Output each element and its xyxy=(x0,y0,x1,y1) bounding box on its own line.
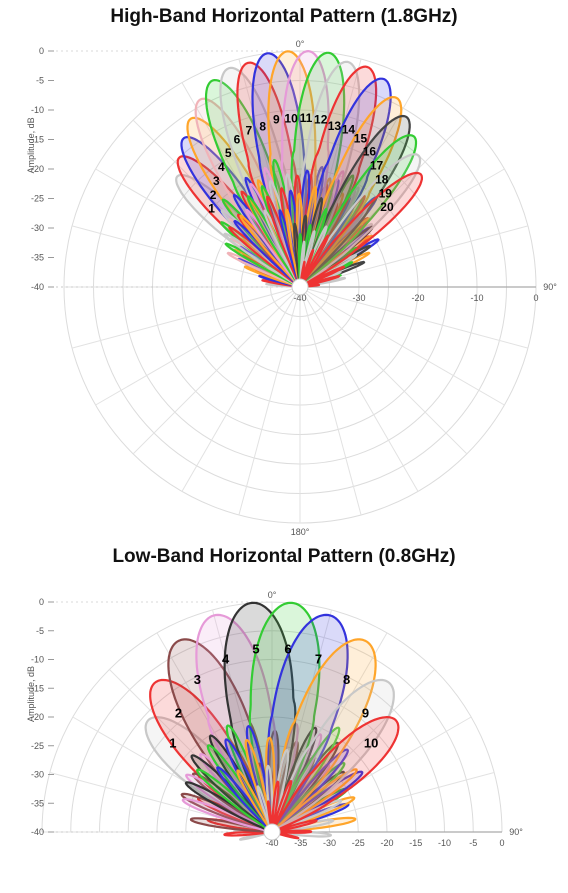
beam-label-18: 18 xyxy=(375,172,389,186)
horizontal-tick-label: 0 xyxy=(499,838,504,848)
beam-label-7: 7 xyxy=(315,652,322,667)
radial-tick-label: -30 xyxy=(31,770,44,780)
horizontal-tick-label: -15 xyxy=(409,838,422,848)
horizontal-tick-label: -30 xyxy=(323,838,336,848)
beam-4 xyxy=(181,613,331,834)
beam-label-3: 3 xyxy=(194,672,201,687)
grid-spoke xyxy=(299,286,419,492)
angle-label-180: 180° xyxy=(291,527,310,537)
beam-label-20: 20 xyxy=(380,200,394,214)
beam-label-8: 8 xyxy=(259,120,266,134)
radial-tick-label: -25 xyxy=(31,194,44,204)
beam-label-3: 3 xyxy=(213,174,220,188)
horizontal-tick-label: -5 xyxy=(469,838,477,848)
radial-tick-label: -10 xyxy=(31,655,44,665)
radial-tick-label: -15 xyxy=(31,135,44,145)
radial-tick-label: -35 xyxy=(31,798,44,808)
radial-tick-label: -20 xyxy=(31,712,44,722)
radial-tick-label: -5 xyxy=(36,76,44,86)
high-band-chart-title: High-Band Horizontal Pattern (1.8GHz) xyxy=(110,6,458,27)
radial-tick-label: 0 xyxy=(39,46,44,56)
angle-label-90: 90° xyxy=(509,827,523,837)
horizontal-tick-label: 0 xyxy=(533,293,538,303)
beam-label-7: 7 xyxy=(245,123,252,137)
beam-label-12: 12 xyxy=(314,112,328,126)
beam-label-9: 9 xyxy=(273,113,280,127)
beam-label-1: 1 xyxy=(208,201,215,215)
grid-spoke xyxy=(299,286,468,455)
radial-tick-label: -15 xyxy=(31,683,44,693)
beam-series-group xyxy=(175,50,423,289)
grid-spoke xyxy=(181,286,301,492)
beam-label-4: 4 xyxy=(218,160,225,174)
horizontal-tick-label: -10 xyxy=(470,293,483,303)
beam-label-14: 14 xyxy=(342,123,356,137)
beam-label-16: 16 xyxy=(363,145,377,159)
beam-label-15: 15 xyxy=(354,131,368,145)
beam-3 xyxy=(167,638,316,834)
polar-hub xyxy=(291,278,309,296)
y-axis-label: Amplitude, dB xyxy=(26,666,36,722)
y-axis-label: Amplitude, dB xyxy=(26,117,36,173)
beam-label-13: 13 xyxy=(328,119,342,133)
beam-label-17: 17 xyxy=(370,159,384,173)
grid-spoke xyxy=(71,286,301,349)
beam-label-1: 1 xyxy=(169,736,176,751)
grid-spoke xyxy=(238,286,301,516)
radial-tick-label: -35 xyxy=(31,253,44,263)
beam-5 xyxy=(184,601,346,834)
angle-label-0: 0° xyxy=(296,39,305,49)
low-band-chart-title: Low-Band Horizontal Pattern (0.8GHz) xyxy=(112,546,456,567)
beam-label-4: 4 xyxy=(222,652,230,667)
grid-spoke xyxy=(132,286,301,455)
horizontal-tick-label: -25 xyxy=(352,838,365,848)
radial-tick-label: -25 xyxy=(31,741,44,751)
radial-tick-label: 0 xyxy=(39,597,44,607)
grid-spoke xyxy=(299,286,362,516)
radial-tick-label: -30 xyxy=(31,223,44,233)
horizontal-tick-label: -35 xyxy=(294,838,307,848)
radial-tick-label: -5 xyxy=(36,626,44,636)
beam-label-5: 5 xyxy=(252,642,259,657)
horizontal-tick-label: -20 xyxy=(411,293,424,303)
angle-label-90: 90° xyxy=(543,282,557,292)
horizontal-tick-label: -40 xyxy=(293,293,306,303)
grid-spoke xyxy=(95,286,301,406)
beam-label-9: 9 xyxy=(362,705,369,720)
high-band-polar-chart: 0 -5 -10 -15 -20 -25 -30 -35 -40 Amplitude, dB -40… xyxy=(26,39,557,537)
radial-tick-label: -10 xyxy=(31,105,44,115)
beam-label-8: 8 xyxy=(343,672,350,687)
horizontal-tick-label: -10 xyxy=(438,838,451,848)
beam-label-2: 2 xyxy=(175,705,182,720)
beam-series-group xyxy=(144,601,400,841)
horizontal-tick-label: -40 xyxy=(265,838,278,848)
beam-label-19: 19 xyxy=(379,186,393,200)
beam-label-11: 11 xyxy=(300,111,313,125)
radial-tick-label: -40 xyxy=(31,282,44,292)
beam-label-2: 2 xyxy=(210,188,217,202)
beam-7 xyxy=(216,613,364,834)
angle-label-0: 0° xyxy=(268,590,277,600)
beam-label-6: 6 xyxy=(234,132,241,146)
radial-tick-label: -40 xyxy=(31,827,44,837)
beam-label-6: 6 xyxy=(284,642,291,657)
beam-label-10: 10 xyxy=(364,736,378,751)
beam-label-5: 5 xyxy=(225,146,232,160)
grid-spoke xyxy=(299,286,505,406)
radial-tick-label: -20 xyxy=(31,164,44,174)
grid-spoke xyxy=(299,286,529,349)
horizontal-tick-label: -30 xyxy=(352,293,365,303)
horizontal-tick-label: -20 xyxy=(380,838,393,848)
polar-hub xyxy=(263,823,281,841)
beam-label-10: 10 xyxy=(284,111,298,125)
